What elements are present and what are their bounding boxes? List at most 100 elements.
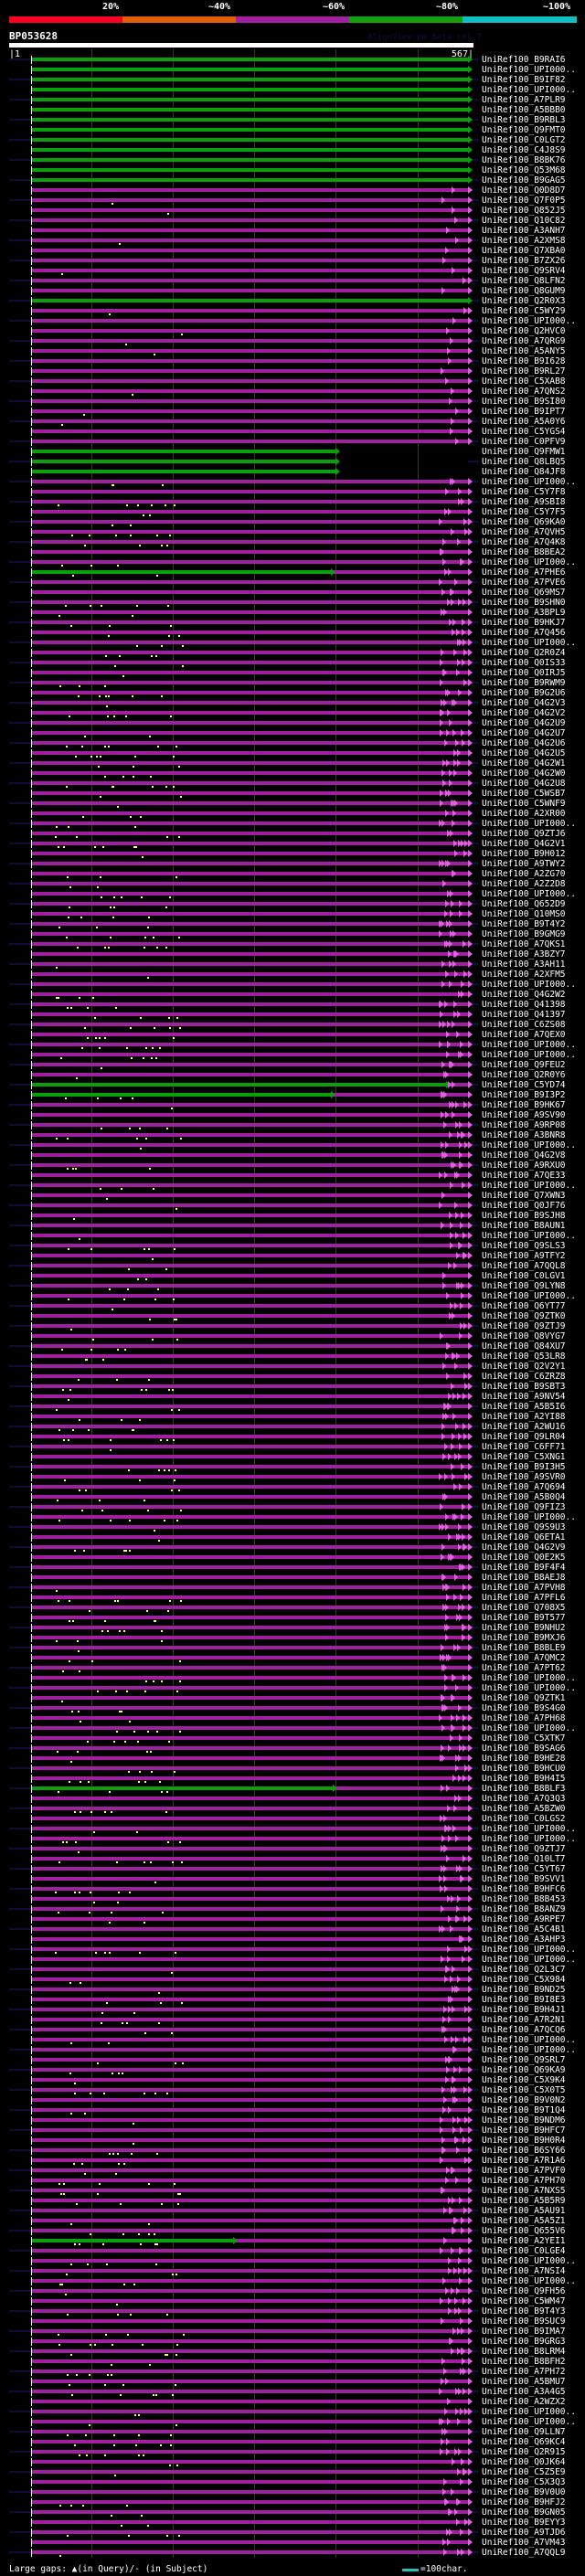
subject-id-label[interactable]: UniRef100_A7QMC2 bbox=[482, 1653, 566, 1663]
subject-id-label[interactable]: UniRef100_A2XMS8 bbox=[482, 236, 566, 246]
alignment-row[interactable]: UniRef100_A5BMU7 bbox=[0, 2377, 585, 2387]
subject-id-label[interactable]: UniRef100_A7NXS5 bbox=[482, 2186, 566, 2196]
subject-id-label[interactable]: UniRef100_B9I628 bbox=[482, 356, 566, 366]
subject-id-label[interactable]: UniRef100_B9SJH8 bbox=[482, 1211, 566, 1221]
subject-id-label[interactable]: UniRef100_Q9LLN7 bbox=[482, 2427, 566, 2437]
alignment-row[interactable]: UniRef100_A5B0Q4 bbox=[0, 1492, 585, 1502]
alignment-row[interactable]: UniRef100_B9T577 bbox=[0, 1613, 585, 1623]
alignment-row[interactable]: UniRef100_Q9ZTJ6 bbox=[0, 829, 585, 839]
alignment-row[interactable]: UniRef100_Q9ZTJ7 bbox=[0, 1844, 585, 1854]
alignment-row[interactable]: UniRef100_A3ANH7 bbox=[0, 226, 585, 236]
subject-id-label[interactable]: UniRef100_A7QCQ6 bbox=[482, 2025, 566, 2035]
alignment-row[interactable]: UniRef100_B9HE28 bbox=[0, 1754, 585, 1764]
alignment-row[interactable]: UniRef100_Q10LT7 bbox=[0, 1854, 585, 1864]
alignment-row[interactable]: UniRef100_Q4G2W1 bbox=[0, 758, 585, 769]
subject-id-label[interactable]: UniRef100_B6SY66 bbox=[482, 2146, 566, 2156]
alignment-row[interactable]: UniRef100_Q9FMT0 bbox=[0, 125, 585, 135]
alignment-row[interactable]: UniRef100_Q4G2W0 bbox=[0, 769, 585, 779]
subject-id-label[interactable]: UniRef100_Q852J5 bbox=[482, 206, 566, 216]
alignment-row[interactable]: UniRef100_A3AHP3 bbox=[0, 1935, 585, 1945]
subject-id-label[interactable]: UniRef100_Q9SRV4 bbox=[482, 266, 566, 276]
alignment-row[interactable]: UniRef100_A5B5R9 bbox=[0, 2196, 585, 2206]
alignment-row[interactable]: UniRef100_A7PLR9 bbox=[0, 95, 585, 105]
alignment-row[interactable]: UniRef100_Q8LBQ5 bbox=[0, 457, 585, 467]
alignment-row[interactable]: UniRef100_Q7XBA0 bbox=[0, 246, 585, 256]
subject-id-label[interactable]: UniRef100_A5BBB0 bbox=[482, 105, 566, 115]
subject-id-label[interactable]: UniRef100_C5YGS4 bbox=[482, 427, 566, 437]
alignment-row[interactable]: UniRef100_B9V0U0 bbox=[0, 2487, 585, 2497]
alignment-row[interactable]: UniRef100_A5BZW0 bbox=[0, 1804, 585, 1814]
subject-id-label[interactable]: UniRef100_Q7XBA0 bbox=[482, 246, 566, 256]
alignment-row[interactable]: UniRef100_A9RPE7 bbox=[0, 1914, 585, 1924]
subject-id-label[interactable]: UniRef100_A7R1A6 bbox=[482, 2156, 566, 2166]
subject-id-label[interactable]: UniRef100_B9GAG5 bbox=[482, 175, 566, 186]
subject-id-label[interactable]: UniRef100_Q4G2W2 bbox=[482, 990, 566, 1000]
subject-id-label[interactable]: UniRef100_B8LRM4 bbox=[482, 2347, 566, 2357]
subject-id-label[interactable]: UniRef100_B9GN05 bbox=[482, 2507, 566, 2518]
alignment-row[interactable]: UniRef100_B9HFJ2 bbox=[0, 2497, 585, 2507]
alignment-row[interactable]: UniRef100_B9SUC9 bbox=[0, 2316, 585, 2327]
subject-id-label[interactable]: UniRef100_Q10MS0 bbox=[482, 909, 566, 919]
alignment-row[interactable]: UniRef100_UPI000.. bbox=[0, 2417, 585, 2427]
subject-id-label[interactable]: UniRef100_B8B453 bbox=[482, 1894, 566, 1904]
subject-id-label[interactable]: UniRef100_Q6YT77 bbox=[482, 1301, 566, 1311]
alignment-row[interactable]: UniRef100_Q9ZTJ9 bbox=[0, 1321, 585, 1331]
alignment-row[interactable]: UniRef100_B8BFH2 bbox=[0, 2357, 585, 2367]
alignment-row[interactable]: UniRef100_Q84XU7 bbox=[0, 1341, 585, 1352]
subject-id-label[interactable]: UniRef100_Q0E2K5 bbox=[482, 1553, 566, 1563]
alignment-row[interactable]: UniRef100_B9ND25 bbox=[0, 1985, 585, 1995]
subject-id-label[interactable]: UniRef100_C0LGE4 bbox=[482, 2246, 566, 2256]
alignment-row[interactable]: UniRef100_B9F4F4 bbox=[0, 1563, 585, 1573]
alignment-row[interactable]: UniRef100_Q53LR8 bbox=[0, 1352, 585, 1362]
subject-id-label[interactable]: UniRef100_C5Y7F8 bbox=[482, 487, 566, 497]
subject-id-label[interactable]: UniRef100_B9IF82 bbox=[482, 75, 566, 85]
alignment-row[interactable]: UniRef100_A2YEI1 bbox=[0, 2236, 585, 2246]
subject-id-label[interactable]: UniRef100_UPI000.. bbox=[482, 1291, 576, 1301]
alignment-row[interactable]: UniRef100_UPI000.. bbox=[0, 2256, 585, 2266]
alignment-row[interactable]: UniRef100_B9IMA7 bbox=[0, 2327, 585, 2337]
subject-id-label[interactable]: UniRef100_Q69KA0 bbox=[482, 517, 566, 527]
alignment-row[interactable]: UniRef100_Q9FIZ3 bbox=[0, 1502, 585, 1512]
alignment-row[interactable]: UniRef100_Q7XWN3 bbox=[0, 1191, 585, 1201]
subject-id-label[interactable]: UniRef100_Q8GUM9 bbox=[482, 286, 566, 296]
subject-id-label[interactable]: UniRef100_C5Y7F5 bbox=[482, 507, 566, 517]
subject-id-label[interactable]: UniRef100_A7PFL6 bbox=[482, 1593, 566, 1603]
subject-id-label[interactable]: UniRef100_C0LGV1 bbox=[482, 1271, 566, 1281]
subject-id-label[interactable]: UniRef100_Q7XWN3 bbox=[482, 1191, 566, 1201]
alignment-row[interactable]: UniRef100_UPI000.. bbox=[0, 1824, 585, 1834]
alignment-row[interactable]: UniRef100_UPI000.. bbox=[0, 638, 585, 648]
alignment-row[interactable]: UniRef100_Q4G2W2 bbox=[0, 990, 585, 1000]
alignment-row[interactable]: UniRef100_C5WSB7 bbox=[0, 789, 585, 799]
subject-id-label[interactable]: UniRef100_Q0D8D7 bbox=[482, 186, 566, 196]
alignment-row[interactable]: UniRef100_B9HK67 bbox=[0, 1100, 585, 1110]
alignment-row[interactable]: UniRef100_A7QNS2 bbox=[0, 387, 585, 397]
alignment-row[interactable]: UniRef100_Q2HVC0 bbox=[0, 326, 585, 336]
subject-id-label[interactable]: UniRef100_A7QQL8 bbox=[482, 1261, 566, 1271]
subject-id-label[interactable]: UniRef100_C0LGS2 bbox=[482, 1814, 566, 1824]
subject-id-label[interactable]: UniRef100_C5XTK7 bbox=[482, 1733, 566, 1744]
alignment-row[interactable]: UniRef100_A7PFL6 bbox=[0, 1593, 585, 1603]
subject-id-label[interactable]: UniRef100_Q4G2W1 bbox=[482, 758, 566, 769]
subject-id-label[interactable]: UniRef100_Q9S9U3 bbox=[482, 1522, 566, 1532]
subject-id-label[interactable]: UniRef100_B8AUN1 bbox=[482, 1221, 566, 1231]
alignment-row[interactable]: UniRef100_C5WM47 bbox=[0, 2296, 585, 2306]
alignment-row[interactable]: UniRef100_Q6ETA1 bbox=[0, 1532, 585, 1542]
alignment-row[interactable]: UniRef100_A9SBI8 bbox=[0, 497, 585, 507]
alignment-row[interactable]: UniRef100_Q10C82 bbox=[0, 216, 585, 226]
alignment-row[interactable]: UniRef100_B9H0R4 bbox=[0, 2136, 585, 2146]
subject-id-label[interactable]: UniRef100_UPI000.. bbox=[482, 2256, 576, 2266]
alignment-row[interactable]: UniRef100_Q2V2Y1 bbox=[0, 1362, 585, 1372]
subject-id-label[interactable]: UniRef100_UPI000.. bbox=[482, 2417, 576, 2427]
alignment-row[interactable]: UniRef100_UPI000.. bbox=[0, 2045, 585, 2055]
subject-id-label[interactable]: UniRef100_A7VM43 bbox=[482, 2538, 566, 2548]
subject-id-label[interactable]: UniRef100_A7PHE6 bbox=[482, 567, 566, 578]
subject-id-label[interactable]: UniRef100_Q0JF76 bbox=[482, 1201, 566, 1211]
subject-id-label[interactable]: UniRef100_B9GRG3 bbox=[482, 2337, 566, 2347]
alignment-row[interactable]: UniRef100_A3BNR8 bbox=[0, 1130, 585, 1140]
alignment-row[interactable]: UniRef100_A2YI88 bbox=[0, 1412, 585, 1422]
subject-id-label[interactable]: UniRef100_UPI000.. bbox=[482, 980, 576, 990]
subject-id-label[interactable]: UniRef100_A7PH70 bbox=[482, 2176, 566, 2186]
subject-id-label[interactable]: UniRef100_UPI000.. bbox=[482, 2045, 576, 2055]
alignment-row[interactable]: UniRef100_A5AU91 bbox=[0, 2206, 585, 2216]
alignment-row[interactable]: UniRef100_A7Q694 bbox=[0, 1482, 585, 1492]
